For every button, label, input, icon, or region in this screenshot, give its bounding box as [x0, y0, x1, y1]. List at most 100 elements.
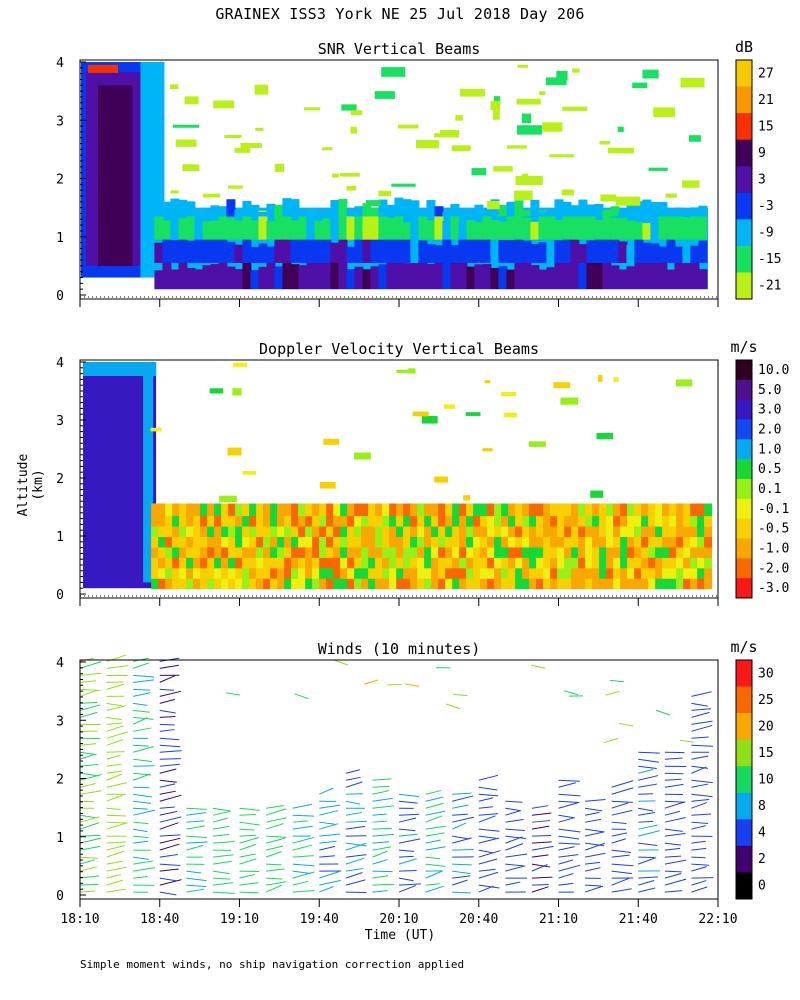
wind-barb [372, 790, 390, 795]
vel-cell [214, 576, 223, 590]
vel-patch [501, 392, 517, 397]
wind-barb [186, 812, 206, 816]
vel-cell [599, 555, 608, 569]
vel-cell [165, 576, 174, 590]
wind-barb [133, 786, 150, 789]
wind-barb [372, 797, 393, 802]
vel-cell [578, 513, 587, 527]
vel-cell [186, 524, 195, 537]
vel-cell [319, 566, 328, 579]
snr-cell [690, 207, 700, 217]
vel-cell [389, 545, 398, 558]
wind-barb [79, 890, 96, 893]
vel-patch [463, 495, 471, 501]
vel-cell [529, 545, 538, 558]
vel-cell [158, 555, 167, 569]
vel-cell [585, 534, 594, 548]
snr-patch [556, 70, 568, 81]
wind-barb [133, 876, 148, 879]
wind-barb [611, 863, 634, 867]
vel-cell [613, 534, 622, 548]
wind-barb [345, 793, 364, 795]
vel-cell [263, 555, 272, 569]
snr-cell [426, 263, 436, 290]
vel-cell [158, 566, 167, 579]
wind-barb [186, 807, 207, 810]
vel-cell [284, 566, 293, 579]
wind-barb [345, 879, 366, 886]
vel-cell [221, 576, 230, 590]
vel-cell [431, 576, 440, 590]
vel-cell [382, 503, 391, 517]
vel-cell [200, 503, 209, 517]
wind-barb [239, 813, 256, 816]
colorbar-frame [735, 359, 753, 599]
wind-barb [345, 842, 367, 851]
snr-cell [546, 208, 556, 217]
vel-cell [298, 503, 307, 517]
snr-cell [266, 260, 276, 290]
vel-cell [683, 513, 692, 527]
wind-barb [478, 858, 498, 865]
vel-cell [151, 576, 160, 590]
x-tick-label: 20:40 [459, 912, 498, 927]
vel-cell [648, 524, 657, 537]
vel-cell [382, 513, 391, 527]
snr-cell [186, 240, 196, 263]
vel-patch [504, 412, 517, 418]
vel-cell [347, 576, 356, 590]
wind-barb [79, 790, 102, 795]
snr-cell [274, 238, 284, 263]
vel-cell [550, 555, 559, 569]
snr-cell [530, 221, 540, 240]
vel-cell [585, 524, 594, 537]
snr-cell [562, 201, 572, 217]
colorbar-label: 5.0 [758, 383, 781, 398]
vel-cell [312, 524, 321, 537]
vel-cell [438, 545, 447, 558]
vel-cell [599, 545, 608, 558]
snr-cell [666, 213, 676, 240]
wind-barb [292, 820, 308, 823]
vel-cell [403, 503, 412, 517]
vel-patch [465, 412, 481, 416]
snr-cell [466, 211, 476, 217]
wind-barb [292, 890, 315, 893]
wind-barb [638, 824, 658, 830]
vel-cell [368, 555, 377, 569]
vel-patch [675, 379, 693, 387]
vel-cell [424, 534, 433, 548]
vel-cell [333, 566, 342, 579]
wind-barb [159, 794, 182, 802]
snr-cell [690, 258, 700, 290]
wind-barb [609, 679, 624, 683]
wind-barb [425, 883, 440, 886]
wind-barb [159, 891, 177, 896]
vel-cell [599, 513, 608, 527]
vel-cell [228, 534, 237, 548]
colorbar-label: -15 [758, 252, 781, 267]
wind-barb [79, 743, 96, 746]
snr-patch [381, 67, 406, 77]
wind-barb [478, 774, 499, 781]
wind-barb [186, 835, 208, 839]
vel-cell [634, 503, 643, 517]
vel-cell [207, 566, 216, 579]
vel-cell [193, 545, 202, 558]
vel-cell [298, 534, 307, 548]
vel-cell [319, 503, 328, 517]
wind-barb [478, 797, 494, 802]
vel-cell [263, 576, 272, 590]
snr-cell [210, 239, 220, 263]
wind-barb [558, 882, 574, 886]
wind-barb [605, 690, 620, 696]
vel-cell [431, 545, 440, 558]
snr-cell [594, 203, 604, 217]
wind-barb [452, 835, 470, 840]
vel-cell [459, 566, 468, 579]
snr-cell [322, 211, 332, 217]
snr-cell [514, 200, 524, 217]
vel-cell [662, 555, 671, 569]
snr-cell [458, 258, 468, 290]
snr-cell [586, 240, 596, 263]
